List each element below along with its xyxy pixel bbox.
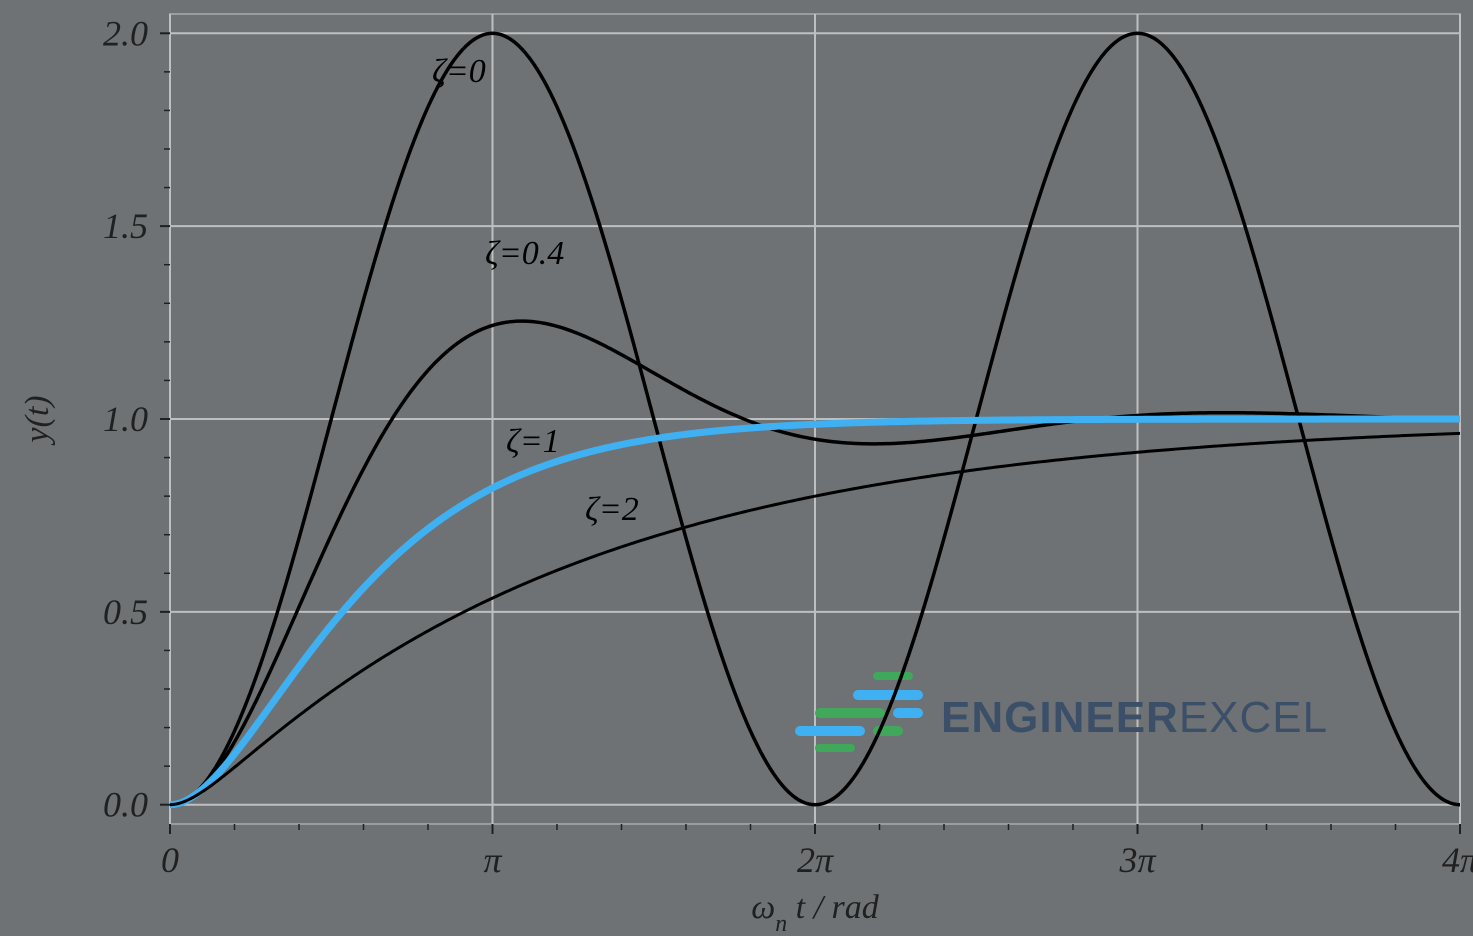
y-tick-label: 1.5 xyxy=(103,206,148,246)
x-tick-label: 2π xyxy=(797,840,834,880)
watermark-bar xyxy=(815,708,885,718)
watermark-bar xyxy=(815,744,855,752)
damping-response-chart: ENGINEEREXCELζ=0ζ=0.4ζ=1ζ=20π2π3π4πωn t … xyxy=(0,0,1473,936)
y-axis-label: y(t) xyxy=(19,395,56,445)
chart-background xyxy=(0,0,1473,936)
y-tick-label: 0.0 xyxy=(103,785,148,825)
series-label-zeta-1: ζ=1 xyxy=(506,423,560,460)
watermark-text: ENGINEEREXCEL xyxy=(941,693,1328,742)
x-tick-label: 4π xyxy=(1442,840,1473,880)
watermark-bar xyxy=(853,690,923,700)
x-tick-label: 0 xyxy=(161,840,179,880)
watermark-bar xyxy=(873,672,913,680)
x-tick-label: 3π xyxy=(1118,840,1156,880)
series-label-zeta-0.4: ζ=0.4 xyxy=(485,235,564,272)
series-label-zeta-2: ζ=2 xyxy=(585,491,639,528)
x-tick-label: π xyxy=(483,840,502,880)
y-tick-label: 2.0 xyxy=(103,13,148,53)
chart-container: ENGINEEREXCELζ=0ζ=0.4ζ=1ζ=20π2π3π4πωn t … xyxy=(0,0,1473,936)
watermark-bar xyxy=(893,708,923,718)
y-tick-label: 0.5 xyxy=(103,592,148,632)
watermark-bar xyxy=(795,726,865,736)
series-label-zeta-0: ζ=0 xyxy=(432,53,486,90)
y-tick-label: 1.0 xyxy=(103,399,148,439)
